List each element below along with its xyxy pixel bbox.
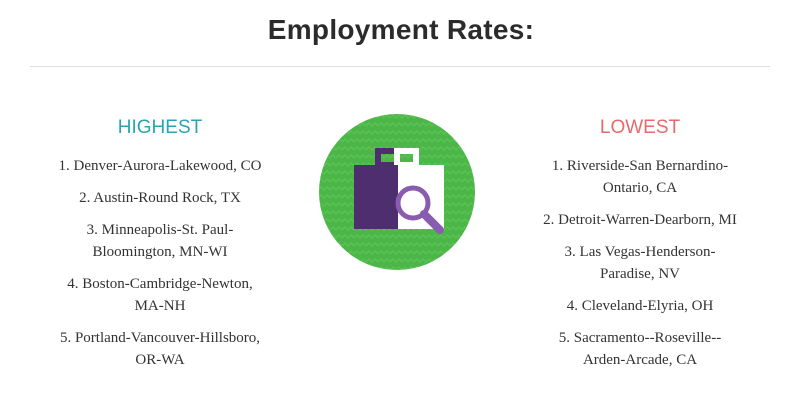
item-line: 4. Boston-Cambridge-Newton, [67, 276, 253, 292]
list-item: 5. Portland-Vancouver-Hillsboro, OR-WA [10, 327, 310, 371]
item-line: MA-NH [134, 298, 186, 314]
item-line: 2. Austin-Round Rock, TX [79, 190, 241, 206]
item-line: Ontario, CA [602, 180, 678, 196]
item-line: 5. Sacramento--Roseville-- [558, 330, 722, 346]
item-line: 4. Cleveland-Elyria, OH [566, 298, 714, 314]
list-item: 5. Sacramento--Roseville-- Arden-Arcade, … [490, 327, 790, 371]
list-item: 2. Detroit-Warren-Dearborn, MI [490, 209, 790, 231]
column-heading: LOWEST [599, 117, 681, 138]
briefcase-icon [319, 114, 475, 270]
list-item: 1. Riverside-San Bernardino- Ontario, CA [490, 155, 790, 199]
list-item: 1. Denver-Aurora-Lakewood, CO [10, 155, 310, 177]
item-line: 2. Detroit-Warren-Dearborn, MI [543, 212, 737, 228]
item-line: Paradise, NV [600, 266, 680, 282]
item-line: Bloomington, MN-WI [92, 244, 228, 260]
column-heading: HIGHEST [117, 117, 203, 138]
item-line: 3. Las Vegas-Henderson- [564, 244, 716, 260]
list-item: 4. Boston-Cambridge-Newton, MA-NH [10, 273, 310, 317]
item-line: 5. Portland-Vancouver-Hillsboro, [59, 330, 261, 346]
list-item: 3. Las Vegas-Henderson- Paradise, NV [490, 241, 790, 285]
item-line: 1. Riverside-San Bernardino- [551, 158, 729, 174]
lowest-column: LOWEST 1. Riverside-San Bernardino- Ontar… [490, 115, 790, 381]
item-line: Arden-Arcade, CA [582, 352, 698, 368]
item-line: 3. Minneapolis-St. Paul- [86, 222, 234, 238]
title: Employment Rates: [267, 14, 535, 45]
item-line: OR-WA [135, 352, 185, 368]
list-item: 3. Minneapolis-St. Paul- Bloomington, MN-… [10, 219, 310, 263]
highest-column: HIGHEST 1. Denver-Aurora-Lakewood, CO 2. … [10, 115, 310, 381]
list-item: 2. Austin-Round Rock, TX [10, 187, 310, 209]
divider [30, 66, 770, 67]
item-line: 1. Denver-Aurora-Lakewood, CO [58, 158, 262, 174]
list-item: 4. Cleveland-Elyria, OH [490, 295, 790, 317]
